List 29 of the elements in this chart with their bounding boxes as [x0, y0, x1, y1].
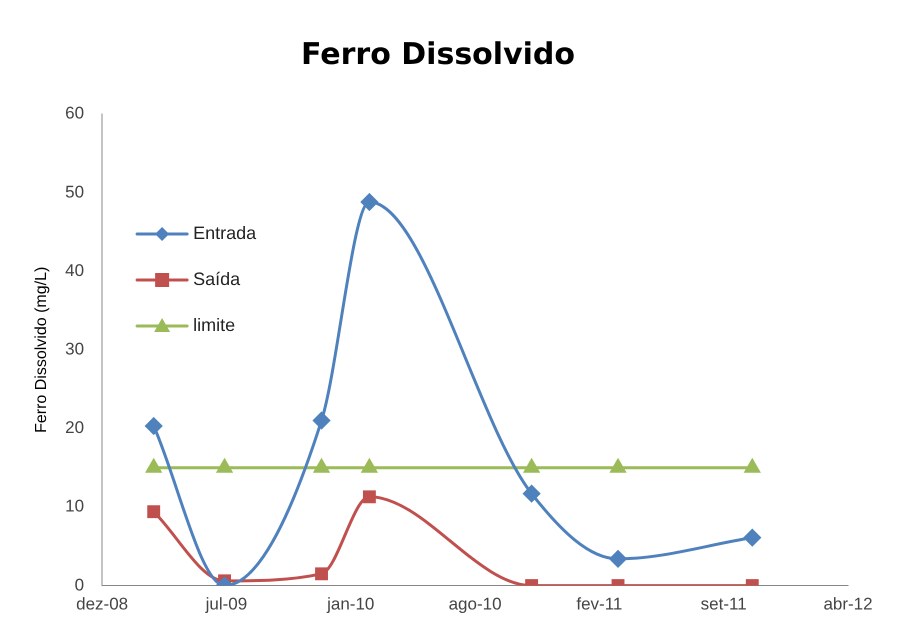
x-tick-label: dez-08 [76, 594, 128, 614]
y-tick-label: 60 [65, 104, 84, 123]
point [744, 459, 760, 473]
legend-label: Saída [193, 268, 242, 289]
point [313, 412, 330, 430]
y-tick-label: 20 [65, 418, 84, 438]
y-tick-label: 40 [65, 260, 84, 280]
x-tick-label: jul-09 [204, 594, 248, 614]
point [145, 418, 162, 435]
y-tick-label: 10 [65, 496, 84, 516]
legend-label: limite [193, 314, 236, 335]
x-tick-label: ago-10 [448, 594, 502, 614]
point [610, 459, 626, 473]
y-tick-label: 30 [65, 339, 84, 358]
x-tick-label: fev-11 [576, 594, 622, 614]
y-tick-label: 50 [65, 182, 84, 202]
x-tick-label: jan-10 [326, 594, 374, 614]
point [217, 459, 232, 473]
y-axis-title: Ferro Dissolvido (mg/L) [33, 266, 50, 433]
point [146, 459, 162, 473]
x-tick-label: abr-12 [823, 594, 873, 614]
point [360, 194, 378, 211]
chart-title: Ferro Dissolvido [301, 36, 575, 72]
point [314, 459, 330, 473]
point [524, 459, 540, 473]
legend-label: Entrada [193, 222, 258, 243]
point [362, 459, 377, 473]
y-tick-label: 0 [74, 575, 84, 594]
x-tick-label: set-11 [700, 594, 747, 614]
